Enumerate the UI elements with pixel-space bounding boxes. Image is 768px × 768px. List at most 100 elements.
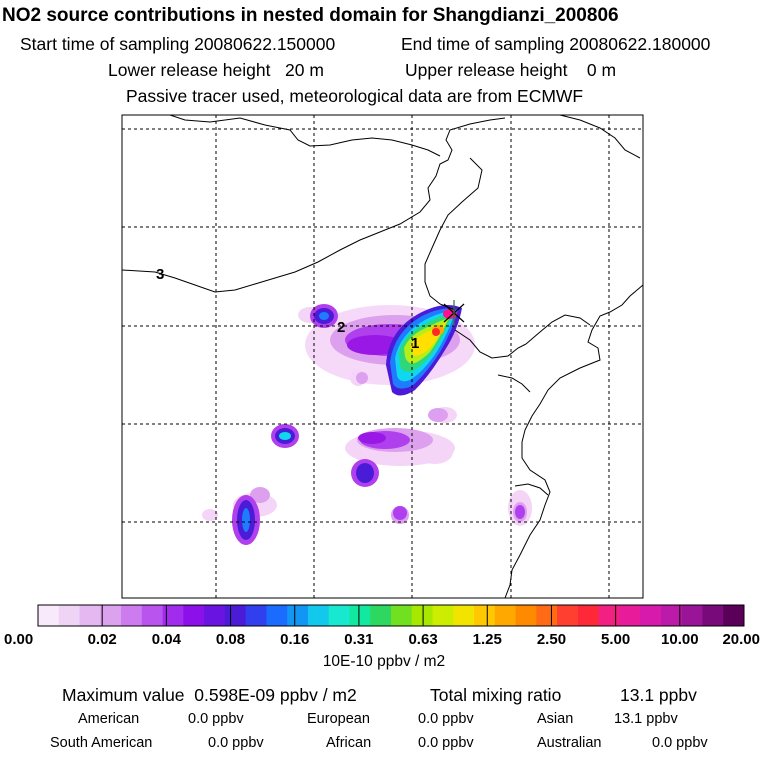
colorbar bbox=[37, 604, 745, 627]
colorbar-swatch bbox=[287, 605, 309, 626]
colorbar-swatch bbox=[660, 605, 683, 626]
region-name: European bbox=[307, 711, 370, 727]
colorbar-swatch bbox=[619, 605, 641, 626]
colorbar-tick-label: 0.31 bbox=[344, 631, 374, 648]
plume-pink bbox=[250, 487, 270, 503]
colorbar-swatch bbox=[411, 605, 434, 626]
figure-title: NO2 source contributions in nested domai… bbox=[2, 5, 619, 26]
colorbar-swatch bbox=[577, 605, 600, 626]
colorbar-tick-label: 0.08 bbox=[215, 631, 246, 648]
region-label-2: 2 bbox=[337, 319, 345, 336]
plume-blue bbox=[356, 463, 374, 483]
region-value: 0.0 ppbv bbox=[418, 735, 474, 751]
colorbar-swatch bbox=[58, 605, 81, 626]
colorbar-swatch bbox=[328, 605, 350, 626]
colorbar-swatch bbox=[723, 605, 745, 626]
max-value-label: Maximum value 0.598E-09 ppbv / m2 bbox=[62, 685, 357, 705]
colorbar-tick-label: 5.00 bbox=[601, 631, 631, 648]
end-time-label: End time of sampling 20080622.180000 bbox=[401, 34, 711, 54]
border-line bbox=[514, 483, 549, 496]
graticule bbox=[122, 115, 643, 598]
colorbar-tick-label: 0.16 bbox=[280, 631, 310, 648]
plume-violet bbox=[515, 505, 525, 519]
region-value: 0.0 ppbv bbox=[188, 711, 244, 727]
border-line bbox=[122, 117, 506, 293]
colorbar-swatch bbox=[370, 605, 392, 626]
region-name: South American bbox=[50, 735, 153, 751]
border-line bbox=[525, 314, 591, 345]
border-line bbox=[169, 115, 441, 157]
colorbar-tick-label: 1.25 bbox=[472, 631, 502, 648]
total-mixing-value: 13.1 ppbv bbox=[620, 685, 697, 705]
colorbar-swatch bbox=[432, 605, 454, 626]
colorbar-swatch bbox=[224, 605, 247, 626]
colorbar-swatch bbox=[681, 605, 703, 626]
colorbar-unit: 10E-10 ppbv / m2 bbox=[322, 653, 446, 670]
region-name: Australian bbox=[537, 735, 602, 751]
region-value: 0.0 ppbv bbox=[652, 735, 708, 751]
colorbar-swatch bbox=[349, 605, 371, 626]
colorbar-swatch bbox=[453, 605, 475, 626]
plume-cyan bbox=[279, 432, 291, 440]
colorbar-swatch bbox=[391, 605, 413, 626]
region-value: 0.0 ppbv bbox=[208, 735, 264, 751]
region-label-3: 3 bbox=[156, 266, 164, 283]
colorbar-swatch bbox=[245, 605, 267, 626]
colorbar-swatch bbox=[38, 605, 60, 626]
border-line bbox=[559, 115, 641, 159]
lower-release-label: Lower release height 20 m bbox=[108, 60, 324, 80]
colorbar-swatch bbox=[307, 605, 330, 626]
colorbar-tick-label: 0.63 bbox=[408, 631, 438, 648]
map-frame bbox=[121, 114, 644, 599]
region-name: African bbox=[326, 735, 372, 751]
plume-main bbox=[432, 328, 440, 336]
colorbar-swatch bbox=[515, 605, 537, 626]
border-line bbox=[424, 157, 483, 311]
border-line bbox=[504, 284, 643, 598]
plume-azure bbox=[242, 508, 250, 532]
colorbar-swatch bbox=[162, 605, 184, 626]
border-line bbox=[497, 374, 531, 393]
colorbar-swatch bbox=[141, 605, 164, 626]
coastlines bbox=[122, 115, 643, 598]
plume-field bbox=[202, 304, 532, 545]
colorbar-swatch bbox=[474, 605, 496, 626]
border-line bbox=[454, 329, 527, 359]
plume-violet bbox=[393, 506, 407, 520]
colorbar-swatch bbox=[183, 605, 205, 626]
region-name: American bbox=[78, 711, 140, 727]
upper-release-label: Upper release height 0 m bbox=[405, 60, 617, 80]
colorbar-tick-label: 10.00 bbox=[661, 631, 699, 648]
colorbar-tick-label: 0.04 bbox=[151, 631, 181, 648]
plume-pink bbox=[428, 408, 448, 422]
colorbar-swatch bbox=[204, 605, 226, 626]
tracer-note: Passive tracer used, meteorological data… bbox=[126, 86, 584, 106]
plume-azure bbox=[319, 312, 329, 320]
colorbar-tick-label: 20.00 bbox=[722, 631, 760, 648]
plume-halo bbox=[202, 509, 218, 521]
region-value: 0.0 ppbv bbox=[418, 711, 474, 727]
total-mixing-label: Total mixing ratio bbox=[430, 685, 562, 705]
colorbar-swatch bbox=[79, 605, 101, 626]
colorbar-swatch bbox=[598, 605, 620, 626]
colorbar-swatch bbox=[100, 605, 122, 626]
colorbar-frame bbox=[37, 604, 745, 627]
colorbar-swatch bbox=[494, 605, 517, 626]
plume-purple bbox=[358, 432, 386, 444]
colorbar-tick-label: 0.00 bbox=[4, 631, 34, 648]
colorbar-swatch bbox=[266, 605, 288, 626]
colorbar-swatch bbox=[557, 605, 579, 626]
colorbar-tick-label: 0.02 bbox=[87, 631, 117, 648]
plume-pink bbox=[356, 372, 368, 384]
colorbar-swatch bbox=[536, 605, 558, 626]
region-value: 13.1 ppbv bbox=[614, 711, 678, 727]
region-name: Asian bbox=[537, 711, 574, 727]
colorbar-swatch bbox=[121, 605, 143, 626]
region-label-1: 1 bbox=[411, 335, 419, 352]
colorbar-swatch bbox=[640, 605, 662, 626]
colorbar-tick-label: 2.50 bbox=[536, 631, 567, 648]
receptor-marker bbox=[443, 300, 465, 326]
colorbar-swatch bbox=[702, 605, 724, 626]
start-time-label: Start time of sampling 20080622.150000 bbox=[20, 34, 336, 54]
